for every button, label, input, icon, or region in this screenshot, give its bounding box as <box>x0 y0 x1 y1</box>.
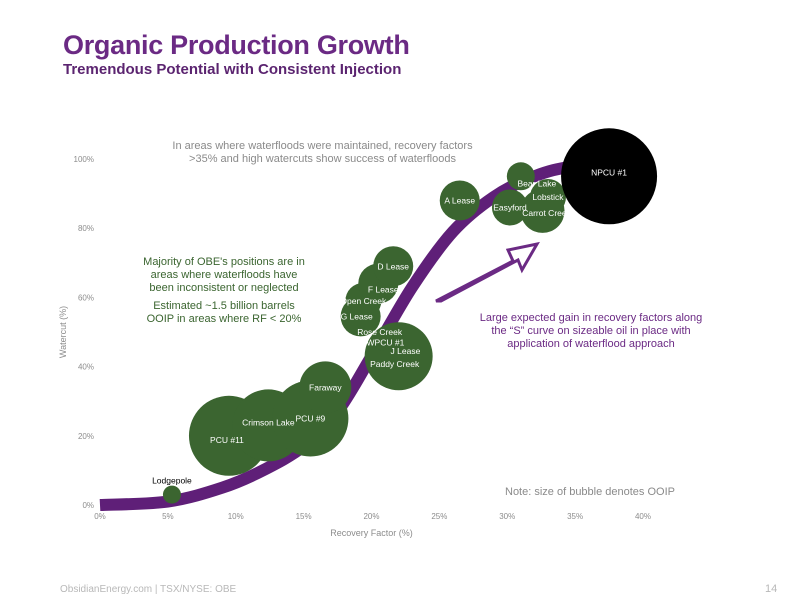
x-tick-label: 40% <box>635 512 651 521</box>
x-tick-label: 20% <box>363 512 379 521</box>
bubble-a-lease <box>439 180 480 221</box>
growth-arrow-icon <box>435 241 540 303</box>
annotation-note: Note: size of bubble denotes OOIP <box>505 486 675 498</box>
bubble-label: D Lease <box>377 261 409 271</box>
bubble-easyford <box>491 189 528 226</box>
bubble-label: NPCU #1 <box>591 167 627 177</box>
x-tick-label: 5% <box>162 512 174 521</box>
x-tick-label: 0% <box>94 512 106 521</box>
bubble-label: Carrot Creek <box>522 208 571 218</box>
bubble-label: Bear Lake <box>517 178 556 188</box>
x-tick-label: 10% <box>228 512 244 521</box>
bubble-label: Rose Creek <box>357 327 403 337</box>
bubble-label: PCU #9 <box>296 414 326 424</box>
bubble-bear-lake <box>506 162 535 191</box>
bubble-label: Crimson Lake <box>242 417 295 427</box>
bubble-label: A Lease <box>444 196 475 206</box>
bubble-lodgepole <box>162 485 181 504</box>
growth-arrow-layer <box>435 241 540 303</box>
annotation-top: In areas where waterfloods were maintain… <box>172 140 473 165</box>
y-axis-label: Watercut (%) <box>58 306 68 358</box>
bubble-label: Faraway <box>309 382 342 392</box>
y-tick-label: 20% <box>78 432 94 441</box>
y-tick-label: 60% <box>78 293 94 302</box>
y-tick-label: 0% <box>82 501 94 510</box>
y-tick-label: 100% <box>74 155 94 164</box>
page-subtitle: Tremendous Potential with Consistent Inj… <box>63 61 402 78</box>
bubble-d-lease <box>373 246 414 287</box>
bubble-label: Lobstick <box>532 192 564 202</box>
x-tick-label: 15% <box>296 512 312 521</box>
bubble-label: J Lease <box>391 346 421 356</box>
x-axis-label: Recovery Factor (%) <box>330 528 413 538</box>
bubble-label: G Lease <box>341 311 373 321</box>
bubble-label: Open Creek <box>340 296 387 306</box>
annotation-left-2: Estimated ~1.5 billion barrels OOIP in a… <box>146 300 302 325</box>
y-tick-label: 80% <box>78 224 94 233</box>
footer-text: ObsidianEnergy.com | TSX/NYSE: OBE <box>60 584 237 595</box>
bubble-label: Lodgepole <box>152 476 192 486</box>
x-tick-label: 35% <box>567 512 583 521</box>
bubble-label: NWPCU #1 <box>360 337 404 347</box>
page-title: Organic Production Growth <box>63 30 410 60</box>
bubble-label: F Lease <box>368 285 399 295</box>
bubble-layer <box>162 128 658 504</box>
bubble-nwpcu-1 <box>374 334 391 351</box>
annotation-left-1: Majority of OBE's positions are in areas… <box>143 256 305 294</box>
x-tick-label: 25% <box>431 512 447 521</box>
annotation-right: Large expected gain in recovery factors … <box>479 312 703 350</box>
y-tick-label: 40% <box>78 363 94 372</box>
page-number: 14 <box>765 583 778 595</box>
chart-axes: 0% 5% 10% 15% 20% 25% 30% 35% 40% 0% 20% 40% 60% 80% 1… <box>58 155 651 538</box>
bubble-label: PCU #11 <box>210 435 244 445</box>
bubble-faraway <box>299 361 352 414</box>
bubble-npcu-1 <box>561 128 658 225</box>
x-tick-label: 30% <box>499 512 515 521</box>
bubble-label: Easyford <box>493 202 527 212</box>
bubble-label: Paddy Creek <box>370 359 420 369</box>
bubble-label-layer: Lodgepole PCU #11 Crimson Lake PCU #9 Farawa… <box>152 167 627 485</box>
bubble-carrot-creek <box>520 188 565 233</box>
